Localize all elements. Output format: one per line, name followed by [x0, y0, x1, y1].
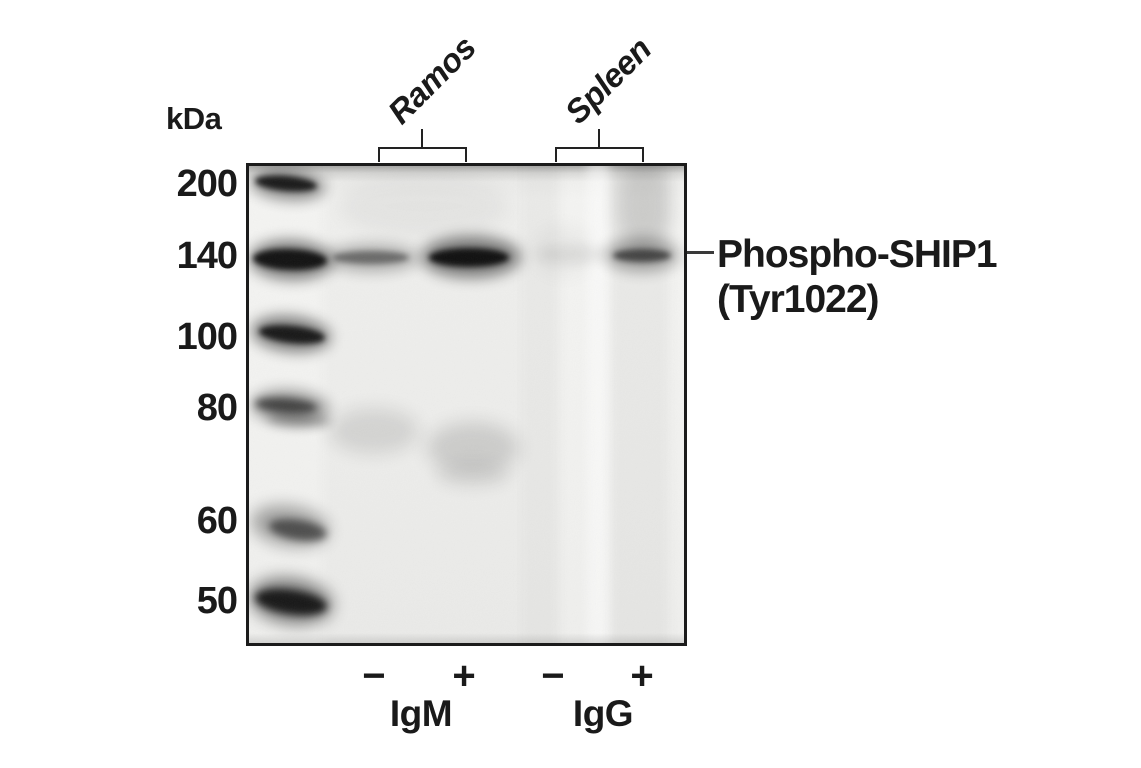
band-annotation-line2: (Tyr1022)	[717, 278, 880, 321]
kda-unit-label: kDa	[166, 101, 222, 136]
group-bracket-stem-ramos	[421, 129, 423, 148]
band-annotation: Phospho-SHIP1 (Tyr1022)	[717, 232, 998, 322]
blot-panel	[246, 163, 687, 646]
group-bracket-stem-spleen	[598, 129, 600, 148]
group-bracket-spleen	[555, 147, 644, 162]
band-ramos-plus-140-core	[429, 248, 509, 267]
wash-spleen-minus-top	[533, 226, 593, 276]
mw-marker-60: 60	[196, 500, 238, 542]
mw-marker-80: 80	[196, 387, 238, 429]
smear-ramos-minus-75	[329, 408, 419, 454]
molecular-weight-marker-column: 200 140 100 80 60 50	[100, 0, 238, 768]
group-label-ramos: Ramos	[380, 28, 483, 131]
wash-ramos-lanes-top	[339, 176, 509, 236]
annotation-tick-line	[687, 251, 714, 254]
group-label-spleen: Spleen	[557, 30, 659, 131]
smear-ramos-plus-72-tail	[435, 462, 511, 488]
streak-light-gap	[587, 166, 609, 643]
group-bracket-ramos	[378, 147, 467, 162]
mw-marker-50: 50	[196, 580, 238, 622]
treatment-label-igg: IgG	[572, 693, 634, 734]
lane-sign-4: +	[630, 654, 654, 698]
lane-sign-2: +	[452, 654, 476, 698]
lane-sign-3: −	[541, 654, 565, 698]
mw-marker-100: 100	[176, 316, 238, 358]
mw-marker-200: 200	[176, 163, 238, 205]
band-annotation-line1: Phospho-SHIP1	[717, 233, 998, 276]
mw-marker-140: 140	[176, 235, 238, 277]
band-ramos-minus-140-core	[333, 251, 409, 264]
blot-bottom-shade	[249, 633, 684, 643]
lane-sign-1: −	[362, 654, 386, 698]
treatment-label-igm: IgM	[389, 693, 453, 734]
